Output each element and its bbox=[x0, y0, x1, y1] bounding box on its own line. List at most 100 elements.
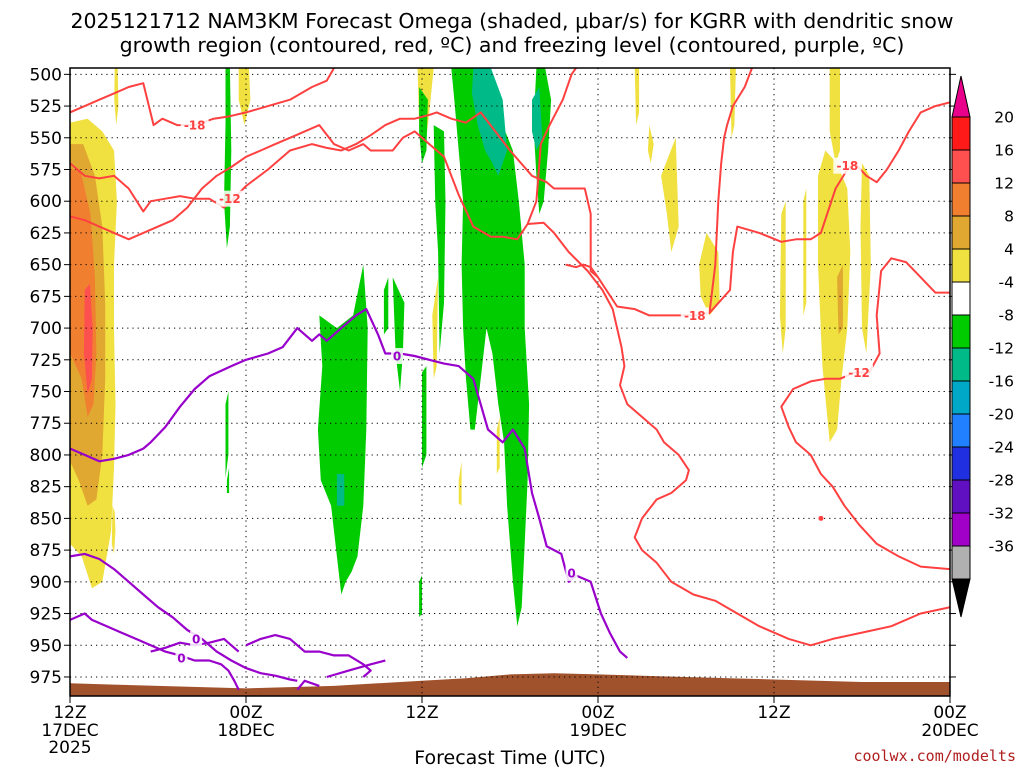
omega-region-19 bbox=[829, 68, 840, 164]
x-tick-label-24: 12Z bbox=[405, 703, 438, 723]
colorbar-label-8: -16 bbox=[989, 373, 1014, 391]
ground-terrain bbox=[70, 673, 950, 696]
freezing-contour-1 bbox=[70, 552, 298, 682]
colorbar-swatch-12 bbox=[951, 512, 971, 547]
omega-region-31 bbox=[419, 575, 422, 618]
omega-region-20 bbox=[860, 163, 871, 354]
omega-region-21 bbox=[837, 264, 843, 335]
chart-title-line-2: growth region (contoured, red, ºC) and f… bbox=[120, 33, 905, 57]
colorbar-swatch-0 bbox=[951, 116, 971, 151]
contour-label-7: 0 bbox=[177, 651, 185, 665]
y-tick-label-650: 650 bbox=[30, 256, 62, 276]
contour-label-3: -18 bbox=[836, 159, 858, 173]
contour-label-6: 0 bbox=[192, 632, 200, 646]
x-tick-label-0: 12Z bbox=[53, 703, 86, 723]
colorbar-swatch-11 bbox=[951, 479, 971, 514]
x-axis-title: Forecast Time (UTC) bbox=[414, 747, 605, 768]
omega-region-36 bbox=[532, 87, 543, 151]
colorbar: 20 16 12 8 4 -4 -8 -12 -16 -20 -24 -28 -32 -36 bbox=[951, 75, 1014, 618]
colorbar-swatch-6 bbox=[951, 314, 971, 349]
omega-region-34 bbox=[471, 68, 508, 176]
freezing-contour-6 bbox=[296, 679, 320, 691]
freezing-contour-2 bbox=[70, 612, 240, 691]
colorbar-label-0: 20 bbox=[994, 109, 1014, 127]
colorbar-label-1: 16 bbox=[994, 142, 1014, 160]
y-tick-label-750: 750 bbox=[30, 383, 62, 403]
omega-region-29 bbox=[419, 87, 428, 164]
y-tick-label-550: 550 bbox=[30, 129, 62, 149]
y-tick-label-875: 875 bbox=[30, 541, 62, 561]
omega-region-32 bbox=[433, 125, 446, 354]
contour-label-2: -18 bbox=[684, 309, 706, 323]
contour-label-bg-8 bbox=[565, 564, 578, 581]
omega-region-12 bbox=[647, 125, 654, 164]
contour-label-5: 0 bbox=[393, 349, 401, 363]
contour-label-bg-5 bbox=[391, 347, 404, 364]
y-tick-label-850: 850 bbox=[30, 509, 62, 529]
omega-region-15 bbox=[730, 68, 736, 138]
colorbar-swatch-4 bbox=[951, 248, 971, 283]
y-tick-label-675: 675 bbox=[30, 287, 62, 307]
y-tick-label-625: 625 bbox=[30, 224, 62, 244]
y-tick-label-575: 575 bbox=[30, 160, 62, 180]
contour-label-4: -12 bbox=[848, 366, 870, 380]
y-tick-label-950: 950 bbox=[30, 636, 62, 656]
y-tick-label-600: 600 bbox=[30, 192, 62, 212]
colorbar-label-10: -24 bbox=[989, 439, 1014, 457]
colorbar-label-7: -12 bbox=[989, 340, 1014, 358]
omega-region-30 bbox=[422, 366, 427, 468]
x-tick-label-48: 12Z bbox=[757, 703, 790, 723]
omega-region-11 bbox=[634, 68, 640, 126]
omega-region-14 bbox=[699, 232, 720, 316]
ground-fill bbox=[70, 673, 950, 696]
colorbar-swatch-5 bbox=[951, 281, 971, 316]
omega-region-17 bbox=[803, 188, 807, 316]
plot-frame bbox=[69, 67, 951, 697]
freezing-contour-5 bbox=[326, 659, 386, 679]
colorbar-swatch-13 bbox=[951, 545, 971, 580]
y-tick-label-700: 700 bbox=[30, 319, 62, 339]
y-tick-label-975: 975 bbox=[30, 668, 62, 688]
omega-region-16 bbox=[779, 201, 786, 354]
omega-region-23 bbox=[225, 391, 229, 478]
y-tick-label-825: 825 bbox=[30, 478, 62, 498]
colorbar-label-3: 8 bbox=[1004, 208, 1014, 226]
omega-region-10 bbox=[458, 461, 462, 506]
omega-region-18 bbox=[818, 150, 851, 443]
omega-region-33 bbox=[451, 68, 530, 627]
freezing-contour-0 bbox=[70, 308, 629, 659]
chart-title-line-1: 2025121712 NAM3KM Forecast Omega (shaded… bbox=[70, 9, 953, 33]
y-tick-label-925: 925 bbox=[30, 605, 62, 625]
colorbar-swatch-3 bbox=[951, 215, 971, 250]
contour-label-8: 0 bbox=[567, 566, 575, 580]
x-tick-sublabel-12-0: 18DEC bbox=[217, 721, 274, 741]
y-tick-label-525: 525 bbox=[30, 97, 62, 117]
omega-region-9 bbox=[496, 416, 500, 474]
omega-region-13 bbox=[661, 137, 679, 252]
y-tick-label-900: 900 bbox=[30, 573, 62, 593]
contour-label-1: -12 bbox=[219, 192, 241, 206]
dgz-contour-5 bbox=[708, 68, 753, 314]
y-tick-label-725: 725 bbox=[30, 351, 62, 371]
dgz-contour-4 bbox=[565, 101, 950, 317]
y-tick-label-800: 800 bbox=[30, 446, 62, 466]
dgz-contour-3 bbox=[526, 68, 577, 225]
x-tick-sublabel-0-0: 17DEC bbox=[41, 721, 98, 741]
x-tick-label-12: 00Z bbox=[229, 703, 262, 723]
omega-region-4 bbox=[111, 505, 116, 554]
colorbar-swatch-2 bbox=[951, 182, 971, 217]
contour-label-bg-0 bbox=[180, 117, 209, 134]
colorbar-swatch-8 bbox=[951, 380, 971, 415]
contour-label-bg-6 bbox=[190, 630, 203, 647]
colorbar-label-12: -32 bbox=[989, 505, 1014, 523]
colorbar-bottom-arrow bbox=[951, 578, 971, 618]
x-tick-sublabel-36-0: 19DEC bbox=[569, 721, 626, 741]
y-tick-label-775: 775 bbox=[30, 414, 62, 434]
contour-label-0: -18 bbox=[184, 119, 206, 133]
omega-region-25 bbox=[317, 264, 368, 595]
contour-label-bg-1 bbox=[215, 190, 244, 207]
colorbar-label-9: -20 bbox=[989, 406, 1014, 424]
